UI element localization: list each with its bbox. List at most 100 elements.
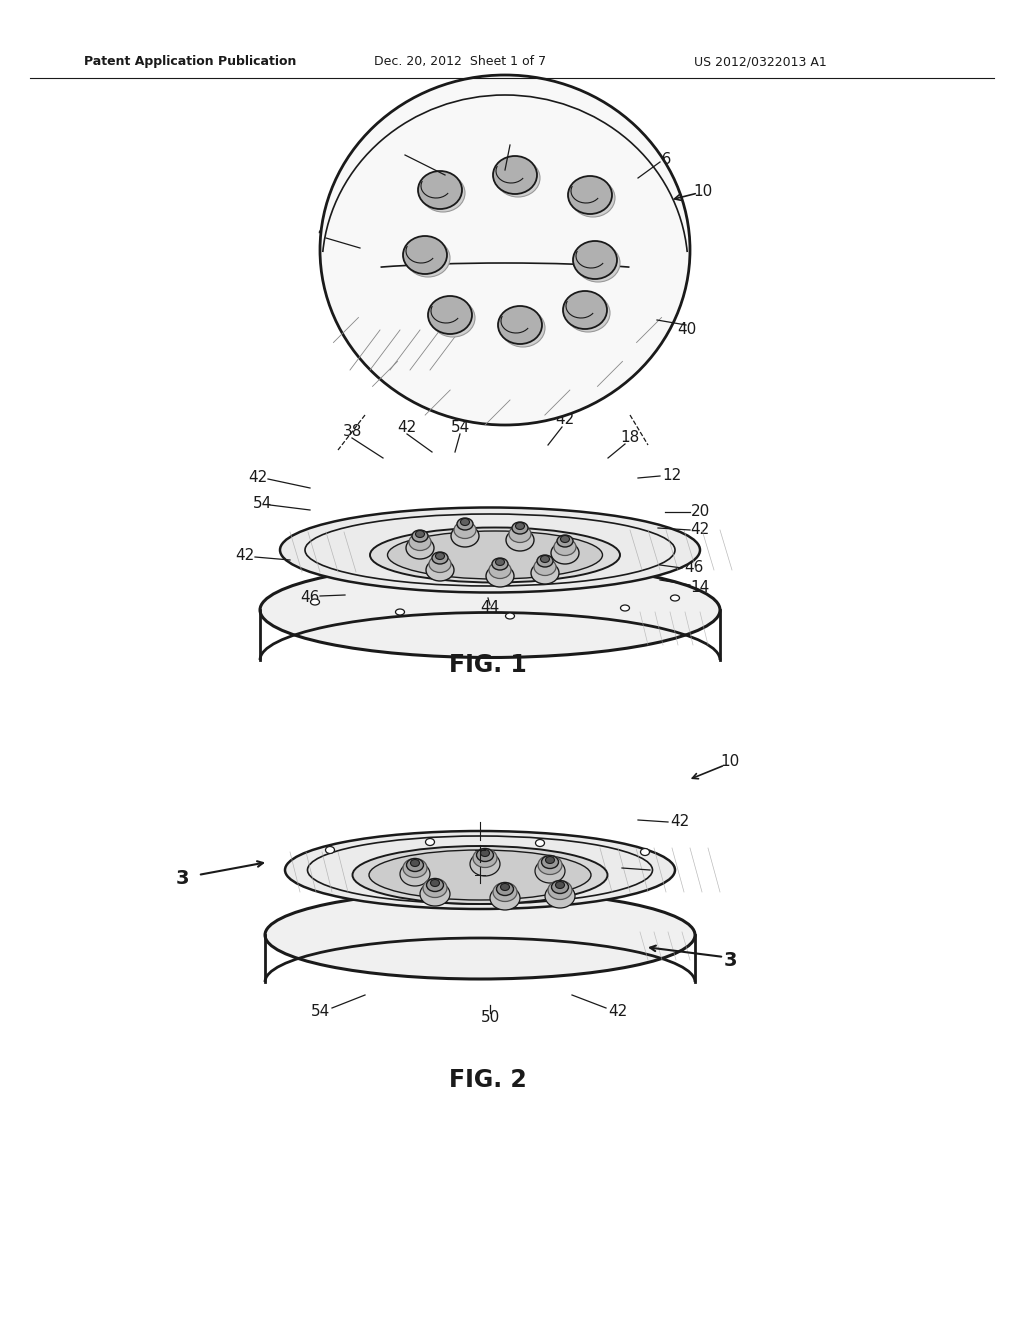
Text: 54: 54 — [451, 420, 470, 434]
Text: 40: 40 — [504, 131, 522, 145]
Text: 16: 16 — [652, 153, 672, 168]
Ellipse shape — [369, 850, 591, 900]
Ellipse shape — [563, 290, 607, 329]
Ellipse shape — [486, 565, 514, 587]
Text: 42: 42 — [249, 470, 267, 484]
Ellipse shape — [421, 174, 465, 213]
Ellipse shape — [387, 531, 602, 579]
Ellipse shape — [310, 599, 319, 605]
Ellipse shape — [480, 850, 489, 857]
Text: 18: 18 — [621, 430, 640, 446]
Text: 54: 54 — [310, 1005, 330, 1019]
Text: 10: 10 — [693, 185, 713, 199]
Ellipse shape — [418, 172, 462, 209]
Ellipse shape — [280, 507, 700, 593]
Ellipse shape — [501, 309, 545, 347]
Text: FIG. 1: FIG. 1 — [450, 653, 527, 677]
Text: 42: 42 — [555, 412, 574, 428]
Ellipse shape — [403, 236, 447, 275]
Ellipse shape — [496, 158, 540, 197]
Ellipse shape — [416, 531, 425, 537]
Ellipse shape — [573, 242, 617, 279]
Ellipse shape — [476, 849, 494, 862]
Text: 14: 14 — [690, 579, 710, 594]
Ellipse shape — [546, 857, 555, 863]
Ellipse shape — [370, 528, 620, 582]
Ellipse shape — [430, 879, 439, 887]
Ellipse shape — [403, 858, 427, 878]
Ellipse shape — [265, 891, 695, 979]
Ellipse shape — [496, 558, 505, 565]
Ellipse shape — [454, 521, 476, 539]
Text: 10: 10 — [720, 755, 739, 770]
Ellipse shape — [428, 296, 472, 334]
Ellipse shape — [409, 533, 431, 550]
Text: 46: 46 — [684, 561, 703, 576]
Text: 42: 42 — [690, 523, 710, 537]
Ellipse shape — [560, 536, 569, 543]
Ellipse shape — [493, 883, 517, 902]
Ellipse shape — [260, 562, 720, 657]
Ellipse shape — [551, 543, 579, 564]
Ellipse shape — [423, 879, 447, 898]
Ellipse shape — [461, 519, 469, 525]
Text: 12: 12 — [663, 467, 682, 483]
Ellipse shape — [541, 556, 550, 562]
Text: 50: 50 — [480, 1011, 500, 1026]
Text: 52: 52 — [395, 140, 415, 156]
Ellipse shape — [406, 239, 450, 277]
Ellipse shape — [470, 851, 500, 876]
Text: 40: 40 — [677, 322, 696, 338]
Ellipse shape — [352, 846, 607, 904]
Ellipse shape — [489, 561, 511, 578]
Ellipse shape — [640, 849, 649, 855]
Ellipse shape — [621, 605, 630, 611]
Ellipse shape — [509, 525, 531, 543]
Ellipse shape — [451, 525, 479, 546]
Ellipse shape — [407, 858, 424, 871]
Text: Patent Application Publication: Patent Application Publication — [84, 55, 296, 69]
Ellipse shape — [545, 884, 575, 908]
Text: 40: 40 — [652, 862, 672, 878]
Ellipse shape — [536, 840, 545, 846]
Text: US 2012/0322013 A1: US 2012/0322013 A1 — [693, 55, 826, 69]
Ellipse shape — [554, 539, 575, 556]
Ellipse shape — [531, 562, 559, 583]
Ellipse shape — [412, 531, 428, 543]
Ellipse shape — [566, 294, 610, 333]
Ellipse shape — [535, 859, 565, 883]
Text: 42: 42 — [236, 548, 255, 562]
Ellipse shape — [671, 595, 680, 601]
Ellipse shape — [435, 553, 444, 560]
Ellipse shape — [406, 537, 434, 558]
Ellipse shape — [326, 846, 335, 854]
Ellipse shape — [319, 75, 690, 425]
Ellipse shape — [557, 535, 573, 546]
Ellipse shape — [426, 558, 454, 581]
Ellipse shape — [427, 879, 443, 891]
Ellipse shape — [429, 556, 451, 573]
Text: 42: 42 — [397, 420, 417, 434]
Ellipse shape — [432, 552, 449, 564]
Ellipse shape — [426, 838, 434, 846]
Text: 46: 46 — [300, 590, 319, 606]
Text: 42: 42 — [671, 814, 689, 829]
Text: FIG. 2: FIG. 2 — [450, 1068, 527, 1092]
Ellipse shape — [492, 558, 508, 570]
Ellipse shape — [420, 882, 450, 906]
Ellipse shape — [571, 180, 615, 216]
Ellipse shape — [515, 523, 524, 529]
Ellipse shape — [395, 609, 404, 615]
Ellipse shape — [568, 176, 612, 214]
Ellipse shape — [457, 517, 473, 531]
Ellipse shape — [537, 554, 553, 568]
Ellipse shape — [498, 306, 542, 345]
Ellipse shape — [285, 832, 675, 909]
Ellipse shape — [575, 244, 620, 282]
Text: 42: 42 — [608, 1005, 628, 1019]
Ellipse shape — [555, 882, 564, 888]
Ellipse shape — [490, 886, 520, 909]
Ellipse shape — [493, 156, 537, 194]
Ellipse shape — [548, 880, 572, 899]
Ellipse shape — [538, 855, 562, 874]
